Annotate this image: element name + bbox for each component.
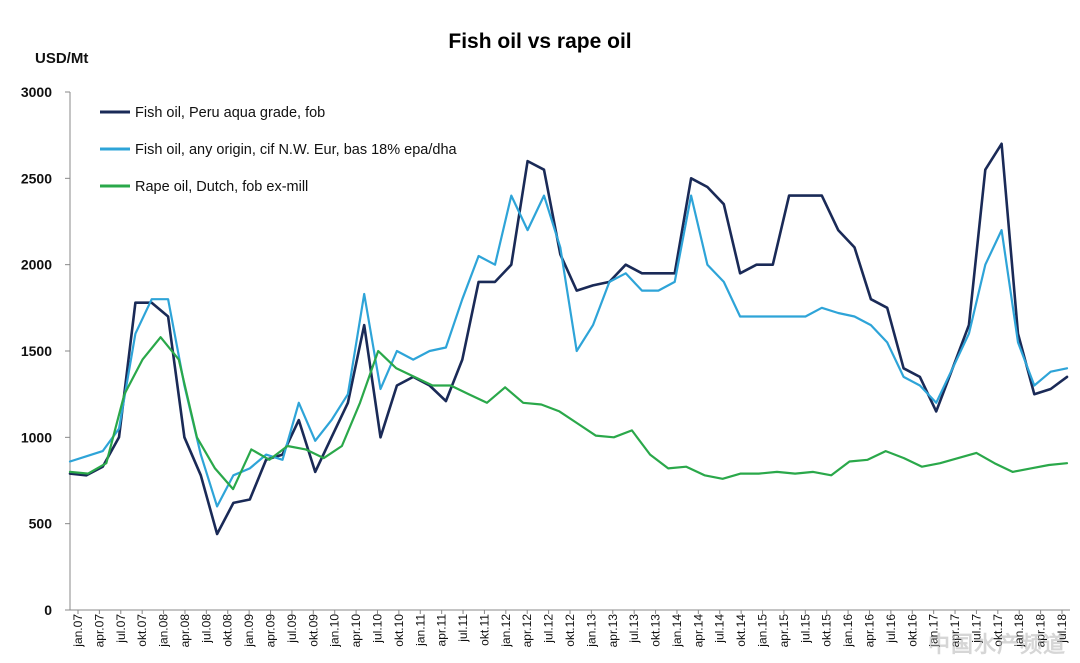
y-tick-label: 1500 [21,343,52,359]
x-tick-label: okt.17 [991,614,1005,647]
x-tick-label: okt.08 [221,614,235,647]
x-tick-label: okt.14 [734,614,748,647]
x-tick-label: okt.15 [820,614,834,647]
watermark: 中国水产频道 [927,632,1066,657]
x-tick-label: jul.15 [798,614,812,644]
y-tick-label: 3000 [21,84,52,100]
x-tick-label: jul.18 [1055,614,1069,644]
x-tick-label: okt.10 [392,614,406,647]
x-tick-label: apr.11 [435,614,449,647]
x-tick-label: apr.10 [349,614,363,648]
x-tick-label: jul.08 [199,614,213,644]
x-tick-label: jul.14 [713,614,727,644]
y-tick-label: 500 [29,516,53,532]
y-tick-label: 2000 [21,257,52,273]
x-tick-label: apr.07 [92,614,106,648]
legend: Fish oil, Peru aqua grade, fob Fish oil, … [100,105,458,195]
x-tick-label: jul.17 [969,614,983,644]
x-tick-label: apr.13 [606,614,620,648]
x-tick-label: jul.09 [285,614,299,644]
series-line-2 [68,194,1069,508]
x-axis-ticks: jan.07 apr.07 jul.07 okt.07 jan.08 apr.08 jul.… [71,610,1069,648]
x-tick-label: apr.17 [948,614,962,648]
series-lines [68,142,1069,536]
x-tick-label: jul.16 [884,614,898,644]
x-tick-label: okt.13 [649,614,663,647]
x-tick-label: jan.10 [328,614,342,648]
legend-label-2: Fish oil, any origin, cif N.W. Eur, bas … [135,142,458,158]
x-tick-label: jul.12 [542,614,556,644]
x-tick-label: jan.11 [413,614,427,647]
x-tick-label: okt.16 [905,614,919,647]
x-tick-label: jul.07 [114,614,128,644]
x-tick-label: jan.09 [242,614,256,648]
x-tick-label: apr.14 [691,614,705,648]
legend-label-3: Rape oil, Dutch, fob ex-mill [135,179,308,195]
y-axis-unit-label: USD/Mt [35,50,89,67]
x-tick-label: jan.17 [927,614,941,648]
x-tick-label: jul.13 [627,614,641,644]
legend-label-1: Fish oil, Peru aqua grade, fob [135,105,325,121]
x-tick-label: apr.12 [520,614,534,648]
x-tick-label: apr.15 [777,614,791,648]
x-tick-label: jan.13 [584,614,598,648]
x-tick-label: jan.15 [756,614,770,648]
x-tick-label: jul.11 [456,614,470,643]
series-line-3 [68,336,1069,491]
x-tick-label: okt.12 [563,614,577,647]
x-tick-label: okt.11 [477,614,491,646]
x-tick-label: jan.16 [841,614,855,648]
y-tick-label: 0 [44,602,52,618]
series-line-1 [68,142,1069,536]
y-tick-label: 1000 [21,429,52,445]
x-tick-label: apr.09 [264,614,278,648]
chart-title: Fish oil vs rape oil [448,30,632,53]
x-tick-label: okt.09 [306,614,320,647]
x-tick-label: apr.16 [862,614,876,648]
x-tick-label: jan.14 [670,614,684,648]
x-tick-label: okt.07 [135,614,149,647]
x-tick-label: jan.07 [71,614,85,648]
x-tick-label: jul.10 [370,614,384,644]
y-tick-label: 2500 [21,170,52,186]
x-tick-label: apr.08 [178,614,192,648]
x-tick-label: jan.12 [499,614,513,648]
y-axis-ticks: 0 500 1000 1500 2000 2500 3000 [21,84,70,618]
x-tick-label: jan.08 [157,614,171,648]
x-tick-label: apr.18 [1034,614,1048,648]
x-tick-label: jan.18 [1012,614,1026,648]
